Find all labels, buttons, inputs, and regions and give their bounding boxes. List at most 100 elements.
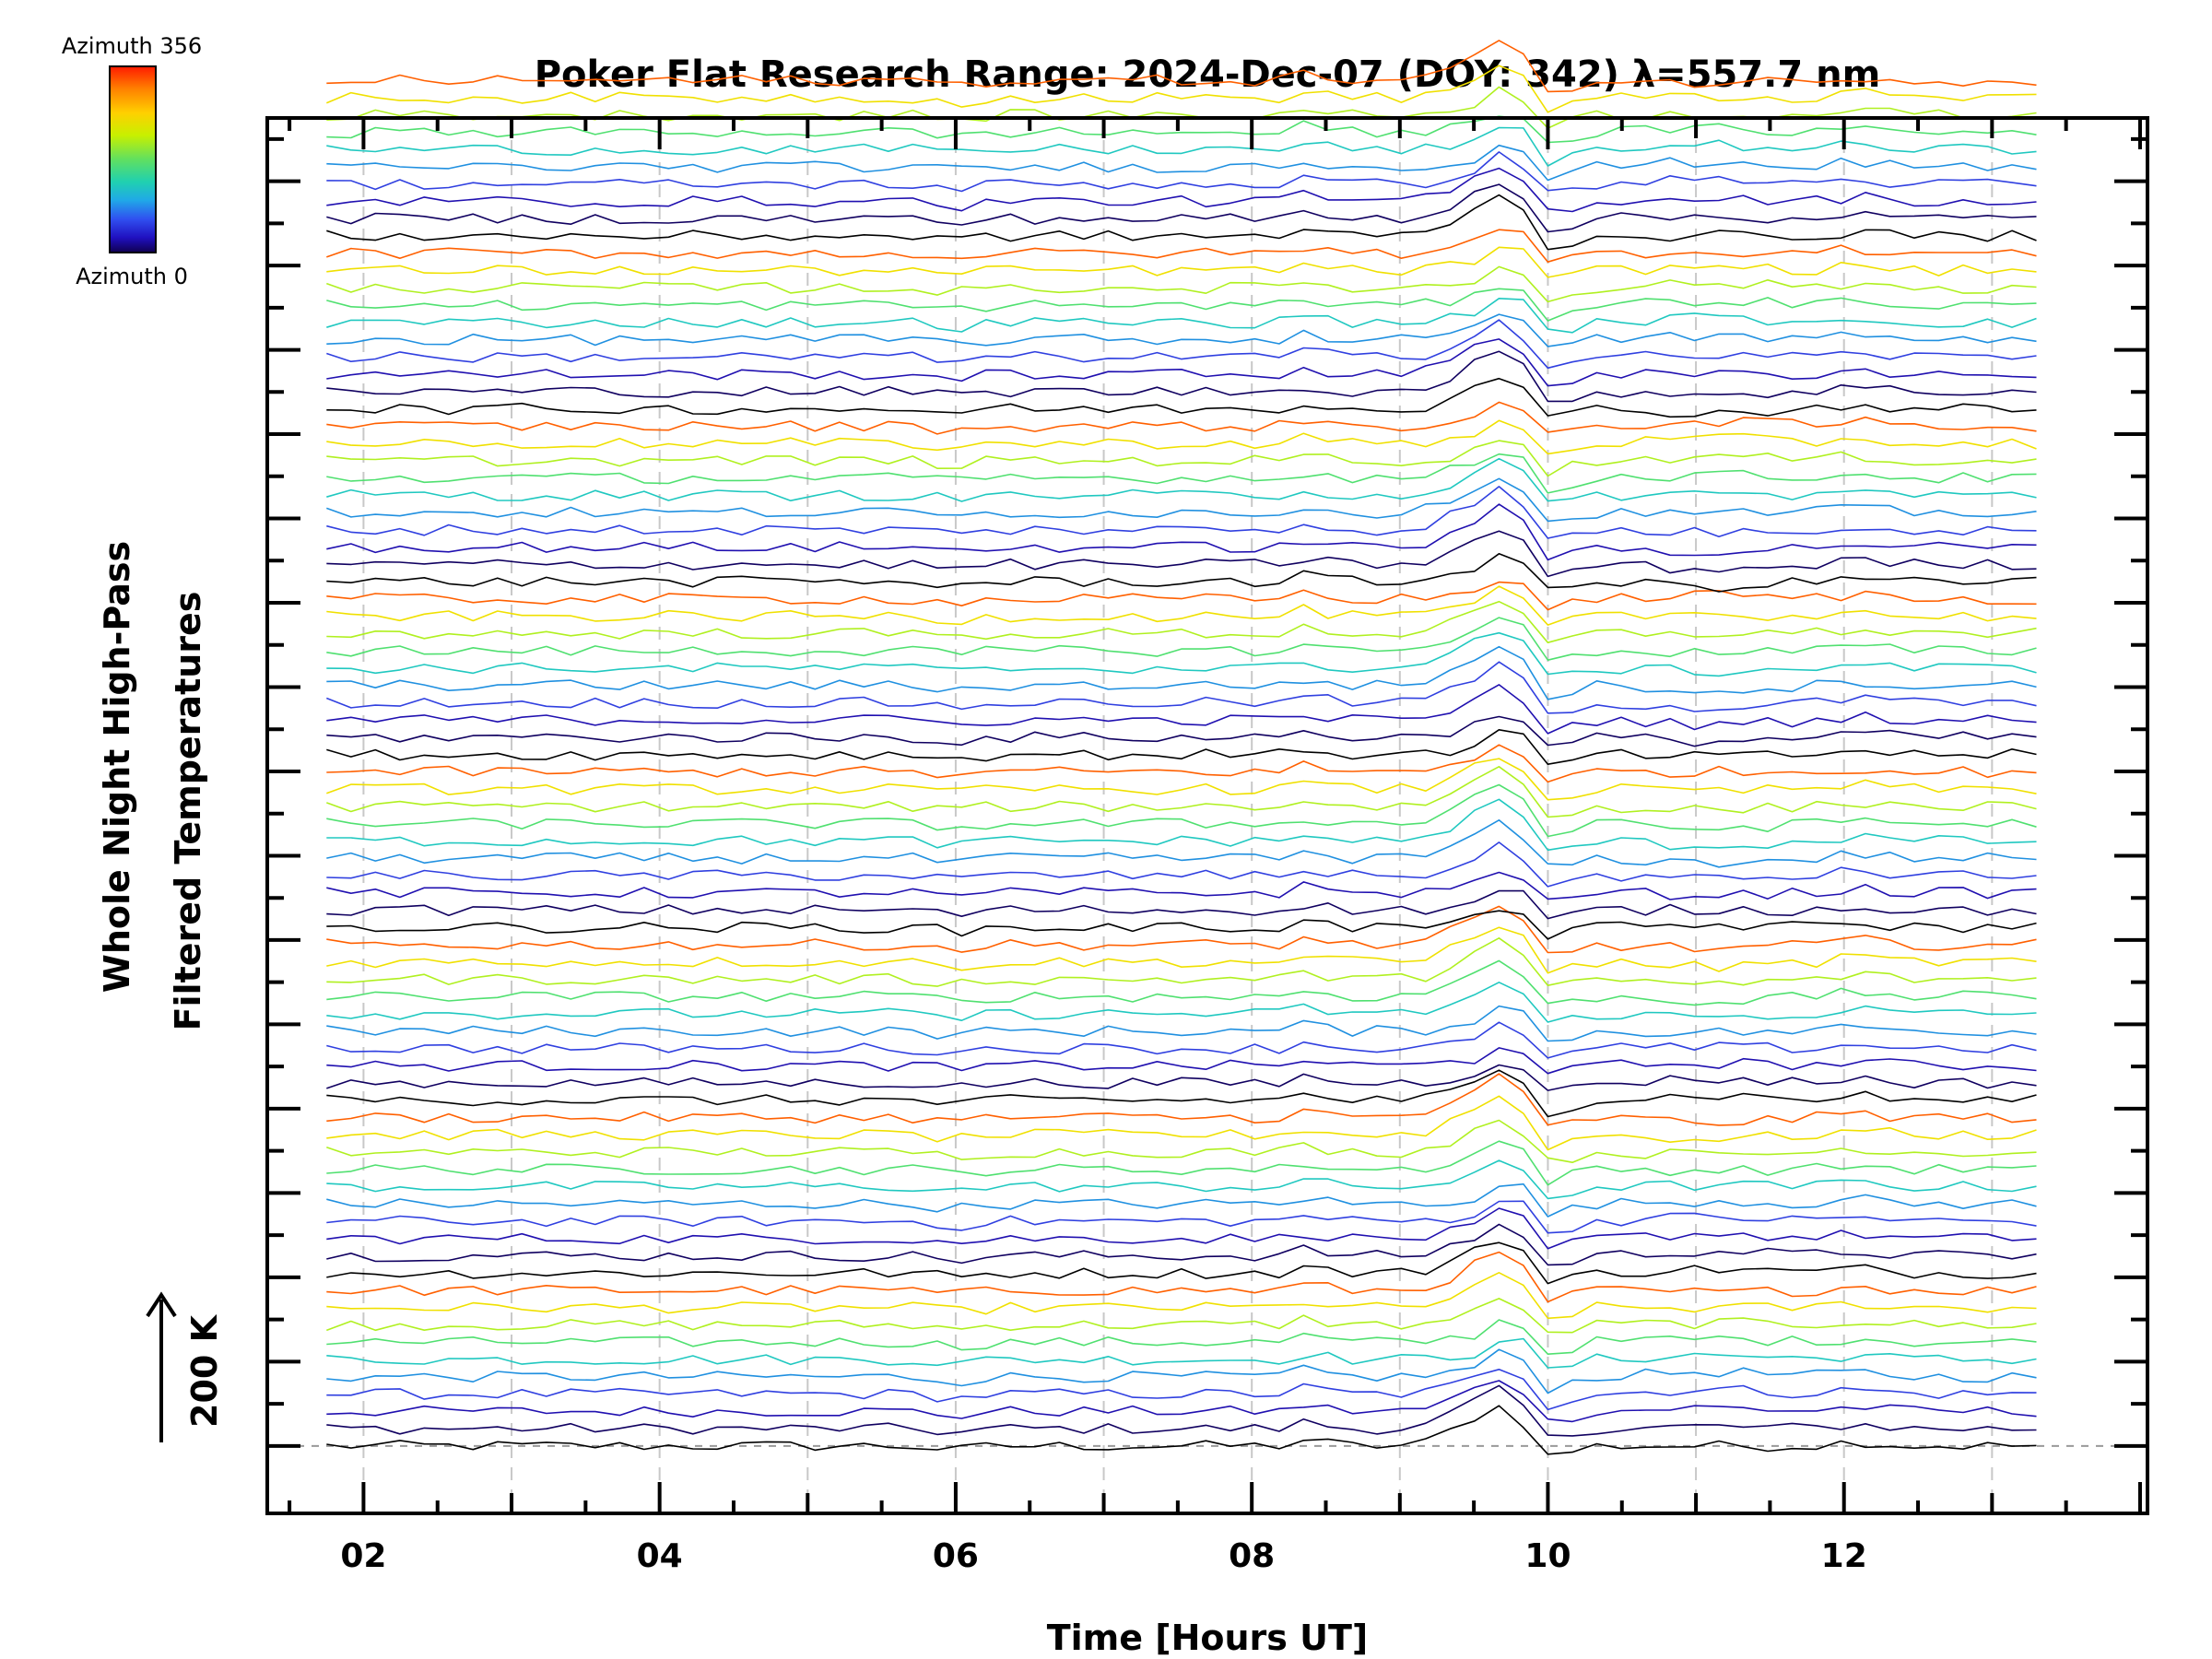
temperature-series-line	[326, 1337, 2037, 1369]
temperature-series-line	[326, 338, 2037, 387]
temperature-series-line	[326, 144, 2037, 182]
axes	[265, 116, 2149, 1515]
temperature-series-line	[326, 1069, 2037, 1118]
series-layer	[325, 40, 2037, 1455]
temperature-series-line	[326, 1223, 2037, 1266]
temperature-series-line	[326, 1095, 2037, 1151]
temperature-series-line	[326, 818, 2037, 868]
temperature-series-line	[326, 229, 2037, 264]
temperature-series-line	[326, 486, 2037, 539]
temperature-series-line	[326, 313, 2037, 347]
temperature-series-line	[326, 631, 2037, 677]
temperature-series-line	[326, 40, 2037, 93]
temperature-series-line	[326, 319, 2037, 370]
temperature-series-line	[326, 115, 2037, 144]
temperature-series-line	[326, 1119, 2037, 1163]
temperature-series-line	[326, 401, 2037, 435]
temperature-series-line	[326, 1241, 2037, 1285]
temperature-series-line	[326, 194, 2037, 251]
x-tick-label: 02	[340, 1537, 386, 1575]
temperature-series-line	[326, 744, 2037, 783]
temperature-series-line	[326, 183, 2037, 233]
temperature-series-line	[326, 377, 2037, 418]
x-axis-label: Time [Hours UT]	[1047, 1618, 1369, 1658]
temperature-series-line	[326, 297, 2037, 334]
temperature-series-line	[326, 936, 2037, 987]
temperature-series-line	[326, 1073, 2037, 1126]
x-tick-label: 04	[637, 1537, 683, 1575]
temperature-series-line	[326, 910, 2037, 940]
temperature-series-line	[326, 758, 2037, 801]
temperature-series-line	[326, 530, 2037, 578]
x-tick-labels: 02 04 06 08 10 12	[340, 1537, 1866, 1575]
plot-frame	[265, 116, 2149, 1515]
temperature-series-line	[326, 581, 2037, 611]
x-tick-label: 12	[1821, 1537, 1867, 1575]
colorbar-bottom-label: Azimuth 0	[76, 264, 188, 289]
temperature-series-line	[326, 1207, 2037, 1250]
temperature-series-line	[326, 1319, 2037, 1355]
temperature-series-line	[326, 288, 2037, 322]
temperature-series-line	[326, 1380, 2037, 1423]
grid	[267, 118, 2147, 1513]
temperature-series-line	[326, 1369, 2037, 1411]
temperature-series-line	[326, 645, 2037, 700]
temperature-series-line	[326, 151, 2037, 193]
temperature-series-line	[326, 457, 2037, 502]
temperature-series-line	[326, 661, 2037, 714]
temperature-series-line	[326, 585, 2037, 626]
temperature-series-line	[326, 1140, 2037, 1186]
temperature-series-line	[326, 1298, 2037, 1334]
temperature-series-line	[326, 167, 2037, 213]
temperature-series-line	[326, 600, 2037, 644]
x-tick-label: 10	[1524, 1537, 1571, 1575]
colorbar-top-label: Azimuth 356	[62, 33, 202, 59]
temperature-series-line	[326, 1405, 2037, 1455]
temperature-series-line	[326, 1182, 2037, 1218]
temperature-series-line	[326, 783, 2037, 838]
scale-arrow	[146, 1291, 177, 1442]
temperature-series-line	[326, 905, 2037, 954]
y-axis-label-line1: Whole Night High-Pass	[97, 541, 137, 993]
temperature-series-line	[326, 926, 2037, 974]
temperature-series-line	[326, 617, 2037, 662]
temperature-series-line	[326, 477, 2037, 523]
temperature-series-line	[326, 1272, 2037, 1320]
temperature-series-line	[326, 552, 2037, 593]
temperature-series-line	[326, 1251, 2037, 1303]
temperature-series-line	[326, 841, 2037, 888]
temperature-series-line	[326, 453, 2037, 494]
temperature-series-line	[326, 1064, 2037, 1091]
temperature-series-line	[326, 728, 2037, 766]
temperature-series-line	[326, 350, 2037, 403]
chart-title: Poker Flat Research Range: 2024-Dec-07 (…	[535, 53, 1881, 96]
temperature-series-line	[326, 1348, 2037, 1394]
temperature-series-line	[326, 1047, 2037, 1075]
temperature-series-line	[326, 126, 2037, 167]
temperature-series-line	[326, 1159, 2037, 1200]
temperature-series-line	[326, 265, 2037, 303]
temperature-series-line	[326, 1384, 2037, 1437]
temperature-series-line	[326, 1005, 2037, 1042]
temperature-series-line	[326, 959, 2037, 1006]
temperature-series-line	[326, 765, 2037, 818]
scale-label: 200 K	[184, 1313, 225, 1428]
temperature-series-line	[326, 871, 2037, 900]
temperature-series-line	[326, 798, 2037, 852]
x-tick-label: 06	[933, 1537, 979, 1575]
colorbar	[109, 65, 157, 253]
temperature-series-line	[326, 1200, 2037, 1234]
temperature-series-line	[326, 715, 2037, 747]
temperature-series-line	[326, 246, 2037, 278]
temperature-series-line	[326, 1021, 2037, 1059]
temperature-series-line	[326, 982, 2037, 1023]
temperature-series-line	[326, 440, 2037, 477]
y-axis-label-line2: Filtered Temperatures	[168, 592, 208, 1031]
temperature-series-line	[326, 684, 2037, 735]
temperature-series-line	[326, 419, 2037, 455]
temperature-series-line	[326, 889, 2037, 920]
temperature-series-line	[326, 503, 2037, 561]
temperature-series-line	[325, 65, 2037, 113]
x-tick-label: 08	[1229, 1537, 1275, 1575]
